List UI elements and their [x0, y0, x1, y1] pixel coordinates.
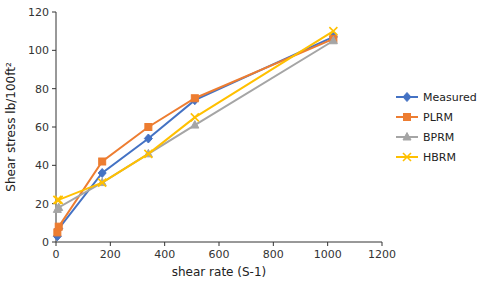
x-tick-label: 200 [100, 248, 121, 261]
legend-label: Measured [423, 91, 477, 104]
y-tick [52, 242, 56, 243]
point [53, 196, 61, 204]
x-tick [164, 242, 165, 246]
point [145, 124, 152, 131]
point [98, 169, 106, 178]
legend: Measured PLRM BPRM HBRM [396, 91, 477, 164]
point [329, 27, 337, 35]
legend-item: BPRM [396, 131, 454, 144]
plot-area [53, 27, 337, 241]
x-tick-label: 1200 [368, 248, 396, 261]
y-tick-label: 100 [28, 44, 49, 57]
x-tick [219, 242, 220, 246]
x-tick-label: 400 [154, 248, 175, 261]
point [98, 179, 106, 187]
point [55, 203, 63, 211]
point [191, 96, 199, 105]
y-tick [52, 127, 56, 128]
axes: 0 200 400 600 800 1000 1200 0 20 40 60 80 100 120 [28, 6, 396, 261]
x-tick [273, 242, 274, 246]
series-line [57, 31, 333, 200]
x-tick [382, 242, 383, 246]
series [53, 27, 337, 204]
x-axis-label: shear rate (S-1) [172, 265, 266, 279]
point [191, 121, 199, 128]
point [144, 149, 152, 157]
y-tick-label: 120 [28, 6, 49, 19]
x-tick [327, 242, 328, 246]
legend-item: Measured [396, 91, 477, 104]
legend-marker [403, 153, 411, 161]
series [54, 35, 337, 236]
point [144, 134, 152, 143]
x-tick-label: 800 [263, 248, 284, 261]
x-tick-label: 600 [209, 248, 230, 261]
legend-label: BPRM [423, 131, 454, 144]
y-tick [52, 165, 56, 166]
y-tick [52, 50, 56, 51]
x-tick-label: 1000 [314, 248, 342, 261]
legend-label: HBRM [423, 151, 456, 164]
series-line [57, 37, 333, 236]
legend-marker [403, 133, 411, 141]
y-tick [52, 88, 56, 89]
point [329, 36, 337, 44]
y-tick-label: 20 [35, 198, 49, 211]
y-tick-label: 80 [35, 83, 49, 96]
legend-label: PLRM [423, 111, 453, 124]
point [99, 158, 106, 165]
point [191, 113, 199, 121]
chart: 0 200 400 600 800 1000 1200 0 20 40 60 80 100 120 shea… [0, 0, 490, 284]
y-tick [52, 12, 56, 13]
series [53, 32, 337, 240]
x-tick-label: 0 [53, 248, 60, 261]
point [55, 223, 62, 230]
point [191, 95, 198, 102]
point [144, 150, 152, 158]
y-axis-label: Shear stress lb/100ft² [4, 62, 18, 192]
series-line [57, 39, 333, 233]
legend-item: HBRM [396, 151, 456, 164]
legend-item: PLRM [396, 111, 453, 124]
y-tick-label: 0 [42, 236, 49, 249]
legend-marker [404, 114, 411, 121]
x-tick [110, 242, 111, 246]
x-tick [56, 242, 57, 246]
y-tick-label: 60 [35, 121, 49, 134]
point [55, 196, 63, 204]
legend-marker [403, 93, 411, 102]
y-tick-label: 40 [35, 159, 49, 172]
